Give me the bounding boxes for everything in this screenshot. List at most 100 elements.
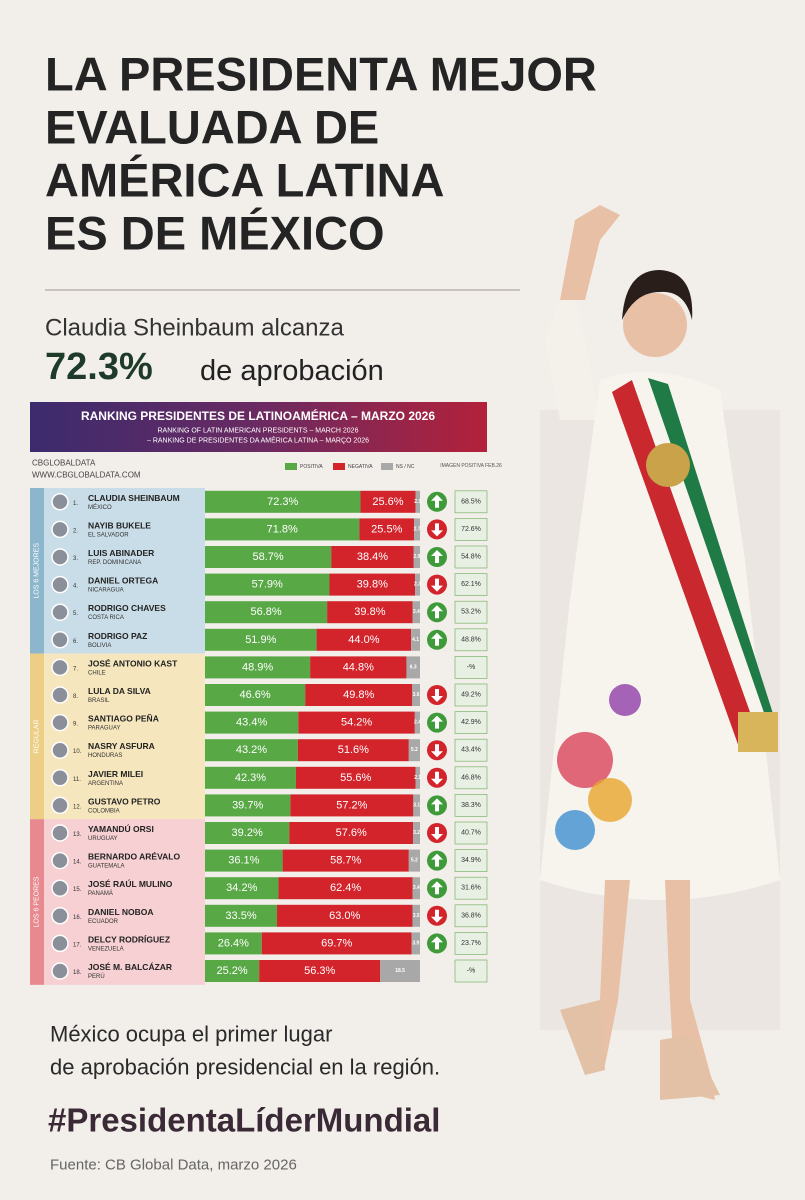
bar-segment	[205, 877, 279, 900]
bar-segment	[413, 546, 420, 568]
bar-label: 18.5	[395, 968, 405, 974]
prior-cell	[454, 490, 488, 514]
prior-value: 49.2%	[461, 692, 481, 699]
source: Fuente: CB Global Data, marzo 2026	[50, 1157, 297, 1174]
bar-segment	[408, 739, 420, 762]
country: PERÚ	[88, 973, 105, 980]
prior-cell	[454, 711, 488, 734]
legend-label: NS / NC	[396, 464, 415, 470]
avatar	[51, 741, 69, 759]
bar-segment	[205, 573, 330, 596]
president-name: CLAUDIA SHEINBAUM	[88, 493, 180, 503]
avatar	[51, 686, 69, 704]
rank: 10.	[73, 749, 82, 755]
bar-segment	[305, 684, 413, 706]
bar-segment	[316, 628, 412, 651]
country: BRASIL	[88, 698, 110, 704]
bar-label: 2.7	[414, 526, 421, 532]
bar-segment	[408, 849, 420, 872]
bar-label: 33.5%	[225, 910, 256, 922]
bar-label: 56.8%	[250, 606, 281, 618]
legend-swatch	[285, 463, 297, 470]
title-line: EVALUADA DE	[45, 101, 379, 154]
bar-segment	[205, 711, 299, 734]
president-name: LULA DA SILVA	[88, 686, 151, 696]
bar-label: 6.3	[410, 664, 417, 670]
president-name: DELCY RODRÍGUEZ	[88, 934, 170, 944]
prior-value: 53.2%	[461, 609, 481, 616]
bar-segment	[205, 766, 296, 789]
bar-segment	[205, 684, 306, 706]
prior-cell	[454, 573, 488, 596]
bar-segment	[414, 518, 420, 541]
president-name: DANIEL NOBOA	[88, 907, 154, 917]
bar-label: 3.1	[413, 802, 420, 808]
avatar	[51, 713, 69, 732]
prior-cell	[454, 628, 488, 652]
country: EL SALVADOR	[88, 532, 129, 538]
avatar	[51, 796, 69, 815]
prior-value: 31.6%	[461, 885, 481, 892]
trend-arrow	[431, 632, 443, 646]
president-name: JOSÉ ANTONIO KAST	[88, 658, 178, 668]
bar-segment	[380, 960, 420, 982]
bar-label: 57.6%	[336, 827, 367, 839]
avatar	[51, 631, 69, 649]
rank: 3.	[73, 556, 78, 562]
legend-swatch	[333, 463, 345, 470]
country: ARGENTINA	[88, 781, 123, 787]
bar-label: 43.2%	[236, 744, 267, 756]
country: HONDURAS	[88, 753, 122, 759]
avatar	[51, 658, 69, 677]
rank: 11.	[73, 777, 81, 783]
bar-label: 3.4	[413, 885, 420, 891]
rank: 7.	[73, 666, 78, 672]
bar-label: 5.2	[411, 747, 418, 753]
bar-segment	[331, 546, 414, 568]
bar-label: 2.1	[414, 499, 421, 505]
legend-swatch	[381, 463, 393, 470]
president-name: JAVIER MILEI	[88, 769, 143, 779]
group-label: LOS 6 PEORES	[34, 876, 41, 927]
group-strip	[30, 653, 44, 820]
bar-segment	[205, 628, 317, 651]
rank: 8.	[73, 694, 78, 700]
bar-label: 3.2	[413, 830, 420, 836]
bar-label: 51.6%	[338, 744, 369, 756]
bar-label: 3.9	[412, 940, 419, 946]
bar-segment	[298, 711, 415, 734]
bar-label: 44.0%	[348, 634, 379, 646]
bar-segment	[360, 490, 416, 513]
prior-cell	[454, 932, 488, 955]
bar-segment	[411, 932, 420, 955]
rank: 5.	[73, 611, 78, 617]
prior-value: 46.8%	[461, 774, 481, 781]
avatar	[51, 851, 69, 870]
bar-label: 42.3%	[235, 772, 266, 784]
website: WWW.CBGLOBALDATA.COM	[32, 471, 141, 480]
prior-value: -%	[467, 664, 476, 671]
prior-cell	[454, 738, 488, 762]
bar-label: 49.8%	[343, 689, 374, 701]
rank: 14.	[73, 860, 82, 866]
bar-segment	[406, 656, 420, 679]
bar-label: 25.2%	[216, 965, 247, 977]
avatar	[51, 962, 69, 980]
country: PANAMÁ	[88, 890, 113, 897]
prior-cell	[454, 904, 488, 928]
bar-label: 3.6	[413, 692, 420, 698]
president-name: BERNARDO ARÉVALO	[88, 852, 180, 862]
bar-segment	[205, 932, 262, 955]
bar-label: 4.1	[412, 637, 419, 643]
table-title: RANKING PRESIDENTES DE LATINOAMÉRICA – M…	[81, 408, 435, 423]
bar-segment	[205, 822, 290, 844]
bar-segment	[205, 960, 260, 982]
bar-label: 34.2%	[226, 882, 257, 894]
bar-label: 3.4	[413, 609, 420, 615]
trend-arrow	[431, 494, 443, 508]
president-name: JOSÉ M. BALCÁZAR	[88, 962, 172, 972]
group-strip	[30, 819, 44, 985]
president-name: SANTIAGO PEÑA	[88, 714, 159, 724]
president-name: GUSTAVO PETRO	[88, 796, 161, 806]
bar-segment	[415, 766, 420, 789]
